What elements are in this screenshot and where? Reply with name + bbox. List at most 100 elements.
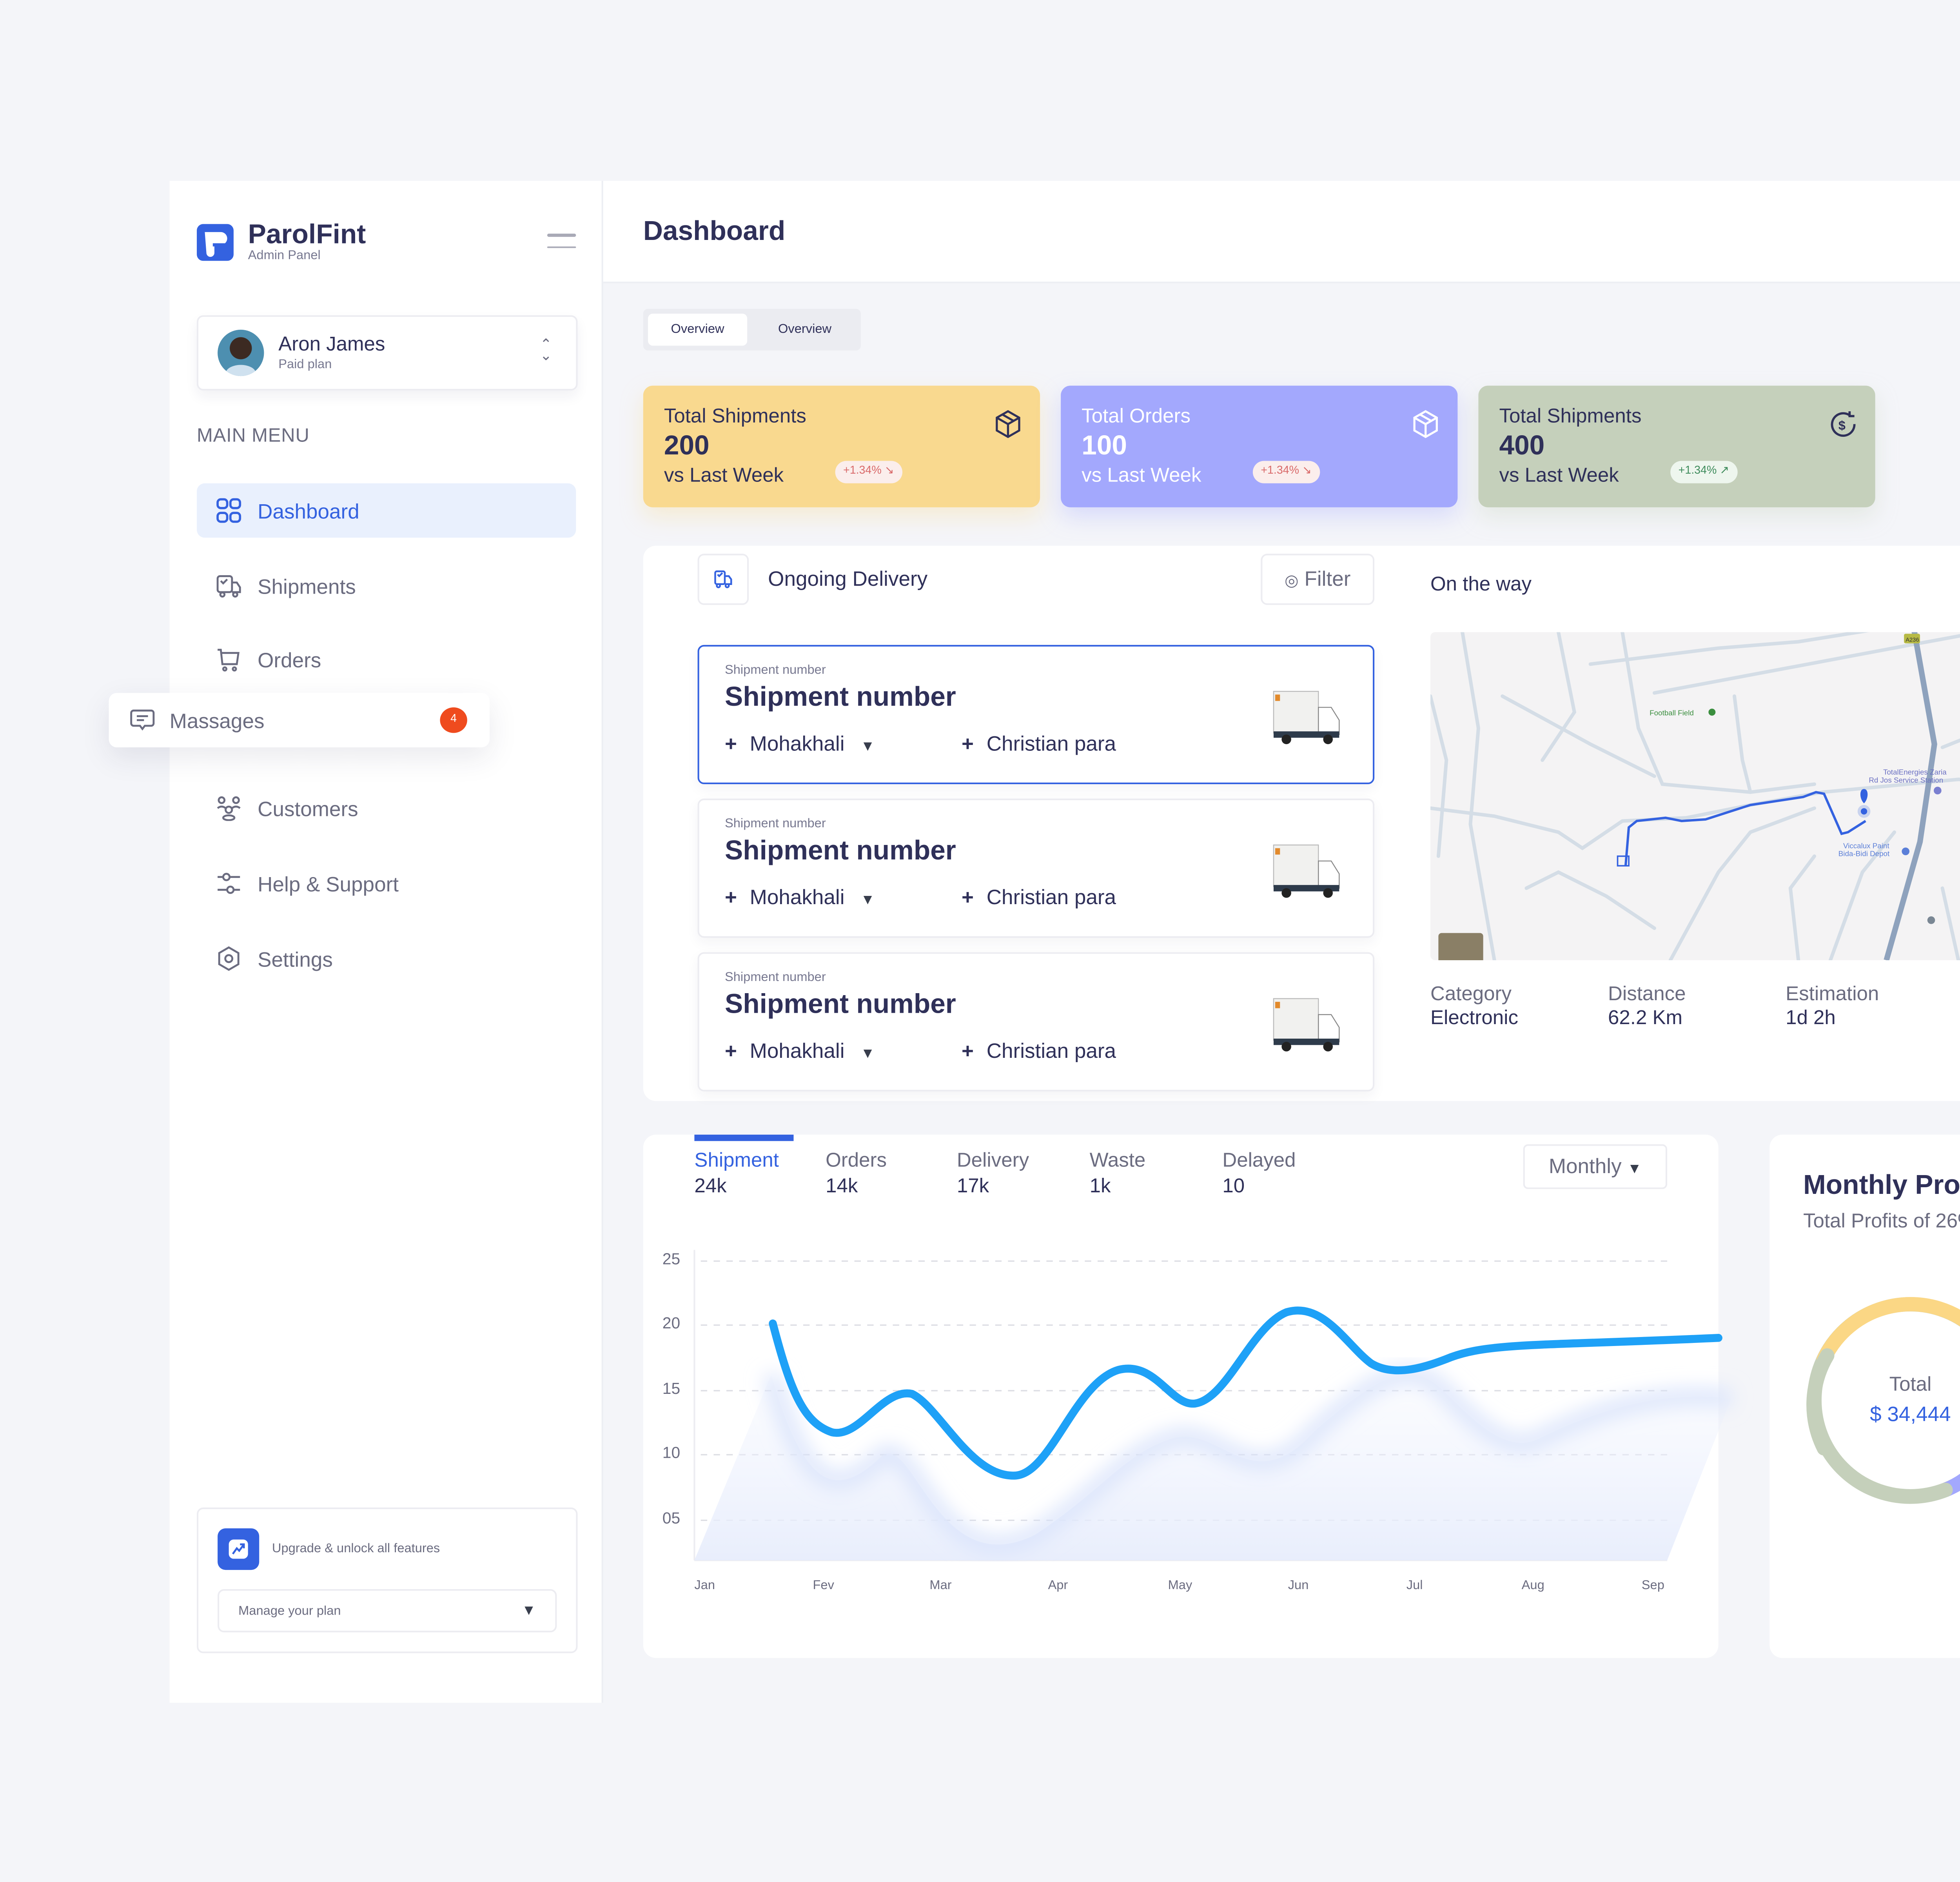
tab-overview-1[interactable]: Overview	[648, 313, 748, 346]
monthly-profits-card: Monthly Profits Total Profits of 26% Mon…	[1769, 1134, 1960, 1658]
tab-waste[interactable]: Waste 1k	[1089, 1149, 1146, 1197]
plus-icon: +	[962, 731, 974, 756]
settings-hex-icon	[218, 946, 240, 971]
profits-title: Monthly Profits	[1803, 1170, 1960, 1201]
truck-icon	[216, 575, 241, 598]
sidebar-item-help-support[interactable]: Help & Support	[197, 856, 576, 911]
grid-icon	[216, 498, 241, 523]
kpi-compare: vs Last Week	[1499, 464, 1619, 487]
sidebar-item-orders[interactable]: Orders	[197, 632, 576, 687]
x-tick: Jan	[694, 1578, 715, 1593]
shipment-origin: + Mohakhali ▼	[724, 731, 875, 756]
profits-donut-chart	[1806, 1297, 1960, 1504]
x-tick: Jun	[1288, 1578, 1309, 1593]
plus-icon: +	[962, 1038, 974, 1063]
shipment-card[interactable]: Shipment number Shipment number + Mohakha…	[697, 952, 1375, 1092]
route-map[interactable]: A236 Football Field Mupshak Integrated L…	[1430, 632, 1960, 960]
upgrade-card: Upgrade & unlock all features Manage you…	[197, 1507, 578, 1653]
manage-plan-select[interactable]: Manage your plan ▼	[218, 1589, 557, 1633]
svg-text:Rd Jos Service Station: Rd Jos Service Station	[1869, 776, 1943, 784]
sidebar-item-shipments[interactable]: Shipments	[197, 558, 576, 613]
sidebar-item-massages[interactable]: Massages 4	[109, 693, 490, 748]
caret-down-icon: ▼	[860, 738, 875, 754]
box-icon	[996, 410, 1020, 438]
main-menu-heading: MAIN MENU	[197, 424, 310, 447]
shipment-origin: + Mohakhali ▼	[724, 885, 875, 909]
sidebar-item-settings[interactable]: Settings	[197, 932, 576, 986]
truck-image-icon	[1273, 998, 1340, 1052]
svg-text:Bida-Bidi Depot: Bida-Bidi Depot	[1838, 850, 1890, 858]
y-tick: 15	[662, 1381, 681, 1399]
x-tick: Sep	[1641, 1578, 1664, 1593]
tab-overview-2[interactable]: Overview	[778, 322, 832, 336]
tab-delivery[interactable]: Delivery 17k	[956, 1149, 1029, 1197]
kpi-change-badge: +1.34% ↗	[1670, 461, 1737, 483]
plus-icon: +	[724, 885, 737, 909]
filter-label: Filter	[1304, 566, 1351, 591]
kpi-card-total-shipments-2[interactable]: Total Shipments 400 vs Last Week +1.34% …	[1478, 385, 1875, 507]
donut-total-value: $ 34,444	[1870, 1402, 1951, 1426]
kpi-compare: vs Last Week	[1082, 464, 1201, 487]
shipment-card[interactable]: Shipment number Shipment number + Mohakha…	[697, 798, 1375, 938]
svg-text:A236: A236	[1906, 637, 1919, 643]
manage-plan-label: Manage your plan	[238, 1603, 341, 1618]
shipment-destination: + Christian para	[962, 1038, 1116, 1063]
sidebar-item-label: Settings	[258, 946, 333, 971]
sidebar-item-dashboard[interactable]: Dashboard	[197, 483, 576, 538]
kpi-card-total-shipments[interactable]: Total Shipments 200 vs Last Week +1.34% …	[643, 385, 1040, 507]
sidebar-item-label: Orders	[258, 647, 321, 672]
arrow-down-right-icon: ↘	[1302, 465, 1312, 477]
chevron-up-down-icon: ⌃ ⌄	[540, 336, 552, 363]
shipment-number: Shipment number	[724, 681, 956, 712]
shipment-origin: + Mohakhali ▼	[724, 1038, 875, 1063]
chart-period-select[interactable]: Monthly ▼	[1523, 1144, 1668, 1189]
svg-text:Football Field: Football Field	[1650, 708, 1694, 717]
detail-category: Category Electronic	[1430, 983, 1519, 1029]
y-tick: 05	[662, 1511, 681, 1528]
x-tick: May	[1168, 1578, 1192, 1593]
top-bar: Dashboard Eng ▼	[603, 181, 1960, 283]
shipment-card[interactable]: Shipment number Shipment number + Mohakha…	[697, 645, 1375, 784]
sidebar-item-label: Shipments	[258, 574, 356, 598]
active-tab-indicator	[694, 1134, 794, 1141]
y-tick: 20	[662, 1315, 681, 1333]
tab-shipment[interactable]: Shipment 24k	[694, 1149, 779, 1197]
tab-orders[interactable]: Orders 14k	[826, 1149, 887, 1197]
donut-total-label: Total	[1889, 1373, 1932, 1396]
plus-icon: +	[962, 885, 974, 909]
x-tick: Apr	[1048, 1578, 1068, 1593]
shipment-label: Shipment number	[724, 662, 826, 677]
sidebar-item-customers[interactable]: Customers	[197, 781, 576, 836]
kpi-title: Total Shipments	[1499, 405, 1642, 427]
caret-down-icon: ▼	[860, 1045, 875, 1061]
kpi-value: 400	[1499, 430, 1545, 461]
arrow-down-right-icon: ↘	[884, 465, 894, 477]
notification-badge: 4	[440, 707, 467, 733]
upgrade-text: Upgrade & unlock all features	[272, 1541, 440, 1556]
kpi-value: 200	[664, 430, 710, 461]
tab-delayed[interactable]: Delayed 10	[1222, 1149, 1296, 1197]
box-icon	[1413, 410, 1438, 438]
brand-subtitle: Admin Panel	[248, 248, 321, 263]
profits-subtitle: Total Profits of 26%	[1803, 1210, 1960, 1232]
user-switcher[interactable]: Aron James Paid plan ⌃ ⌄	[197, 315, 578, 391]
satellite-toggle	[1438, 933, 1483, 960]
stats-chart-card: Shipment 24k Orders 14k Delivery 17k Waste 1…	[643, 1134, 1732, 1658]
x-tick: Jul	[1406, 1578, 1423, 1593]
logo-icon	[197, 224, 234, 261]
menu-toggle-icon[interactable]	[547, 233, 576, 253]
cart-icon	[218, 649, 240, 672]
filter-button[interactable]: ◎ Filter	[1261, 554, 1375, 605]
truck-image-icon	[1273, 691, 1340, 744]
kpi-card-total-orders[interactable]: Total Orders 100 vs Last Week +1.34% ↘	[1061, 385, 1458, 507]
shipment-number: Shipment number	[724, 989, 956, 1019]
x-tick: Mar	[929, 1578, 952, 1593]
shipment-number: Shipment number	[724, 835, 956, 866]
avatar	[218, 329, 264, 376]
y-tick: 25	[662, 1251, 681, 1269]
page-title: Dashboard	[643, 216, 786, 247]
tracking-title: On the way	[1430, 573, 1532, 596]
caret-down-icon: ▼	[860, 891, 875, 908]
x-tick: Fev	[813, 1578, 834, 1593]
